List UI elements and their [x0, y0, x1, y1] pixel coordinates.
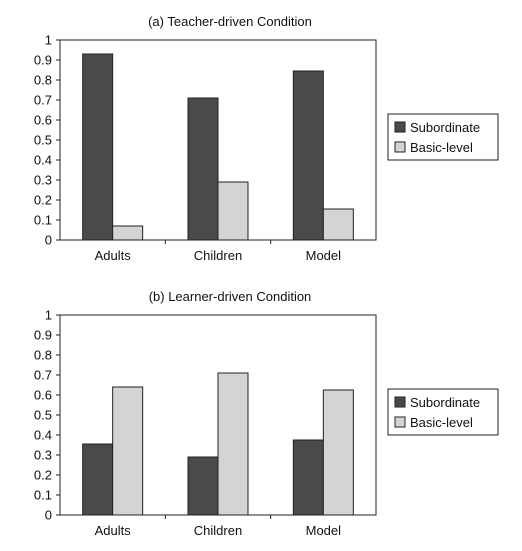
x-tick-label: Children	[194, 248, 242, 263]
y-tick-label: 0.1	[34, 488, 52, 503]
y-tick-label: 0.6	[34, 388, 52, 403]
chart-title: (b) Learner-driven Condition	[148, 289, 312, 304]
legend-swatch	[394, 121, 406, 133]
x-tick-label: Model	[306, 523, 342, 538]
bar	[187, 97, 219, 241]
chart-plot: 0 0.1 0.2 0.3 0.4 0.5 0.6 0.7 0.8 0.9 1 Adults Child…	[34, 33, 499, 263]
x-tick-label: Children	[194, 523, 242, 538]
bar	[292, 70, 324, 241]
bar	[112, 386, 144, 516]
bar	[292, 439, 324, 516]
y-tick-label: 0.6	[34, 113, 52, 128]
y-tick-label: 0.3	[34, 173, 52, 188]
y-tick-label: 0.1	[34, 213, 52, 228]
legend-swatch	[394, 396, 406, 408]
y-tick-label: 0.9	[34, 53, 52, 68]
chart-plot: 0 0.1 0.2 0.3 0.4 0.5 0.6 0.7 0.8 0.9 1 Adults Child…	[34, 308, 499, 538]
chart-teacher-driven: (a) Teacher-driven Condition 0 0.1 0.2 0.3 0…	[0, 0, 522, 275]
bar	[82, 443, 114, 516]
bar	[217, 372, 249, 516]
legend-swatch	[394, 416, 406, 428]
bar	[322, 389, 354, 516]
chart-title: (a) Teacher-driven Condition	[148, 14, 312, 29]
legend-box	[387, 388, 499, 436]
legend-box	[387, 113, 499, 161]
legend-label: Subordinate	[410, 120, 480, 135]
legend-label: Subordinate	[410, 395, 480, 410]
y-tick-label: 0.5	[34, 133, 52, 148]
y-tick-label: 1	[45, 33, 52, 48]
bar	[322, 208, 354, 241]
x-tick-label: Adults	[95, 248, 132, 263]
bar	[82, 53, 114, 241]
y-tick-label: 0.2	[34, 468, 52, 483]
y-tick-label: 0.7	[34, 93, 52, 108]
legend-label: Basic-level	[410, 140, 473, 155]
y-tick-label: 0	[45, 508, 52, 523]
y-tick-label: 0.7	[34, 368, 52, 383]
y-tick-label: 0.4	[34, 428, 52, 443]
x-tick-label: Model	[306, 248, 342, 263]
bar	[112, 225, 144, 241]
y-tick-label: 1	[45, 308, 52, 323]
y-tick-label: 0.3	[34, 448, 52, 463]
y-tick-label: 0.9	[34, 328, 52, 343]
legend-label: Basic-level	[410, 415, 473, 430]
chart-learner-driven: (b) Learner-driven Condition 0 0.1 0.2 0.3 0…	[0, 275, 522, 550]
y-tick-label: 0.8	[34, 73, 52, 88]
legend-swatch	[394, 141, 406, 153]
bar	[217, 181, 249, 241]
bar	[187, 456, 219, 516]
y-tick-label: 0.4	[34, 153, 52, 168]
y-tick-label: 0.8	[34, 348, 52, 363]
y-tick-label: 0.2	[34, 193, 52, 208]
x-tick-label: Adults	[95, 523, 132, 538]
y-tick-label: 0.5	[34, 408, 52, 423]
y-tick-label: 0	[45, 233, 52, 248]
